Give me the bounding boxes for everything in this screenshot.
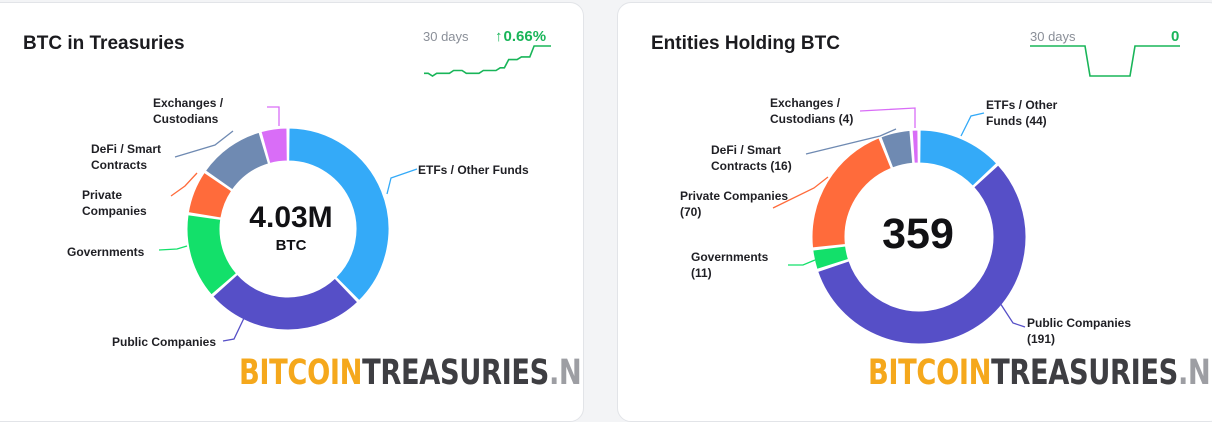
leader-line-exchanges	[859, 107, 916, 128]
btc-in-treasuries-card: BTC in Treasuries 30 days ↑0.66% ETFs / …	[0, 2, 584, 422]
slice-defi[interactable]	[204, 131, 270, 191]
slice-governments[interactable]	[812, 245, 850, 271]
holdings-donut-chart	[158, 106, 418, 342]
change-percent: 0.66%	[503, 28, 547, 45]
slice-label-exchanges[interactable]: Exchanges / Custodians (4)	[770, 96, 854, 126]
slice-private-companies[interactable]	[811, 137, 892, 249]
slice-label-etfs[interactable]: ETFs / Other Funds	[418, 163, 529, 177]
slice-public-companies[interactable]	[817, 164, 1027, 345]
center-total: 359	[882, 210, 954, 258]
change-value: ↑0.66%	[495, 28, 546, 45]
slice-label-public-companies[interactable]: Public Companies (191)	[1027, 316, 1132, 346]
leader-line-defi	[805, 128, 897, 155]
card-title: BTC in Treasuries	[23, 33, 185, 54]
slice-exchanges[interactable]	[260, 127, 288, 165]
leader-line-exchanges	[267, 106, 280, 126]
slice-etfs[interactable]	[919, 129, 998, 187]
center-total: 4.03M	[249, 201, 333, 234]
leader-line-governments	[158, 245, 188, 251]
entities-donut-chart	[772, 107, 1027, 345]
slice-defi[interactable]	[880, 129, 914, 169]
slice-label-exchanges[interactable]: Exchanges / Custodians	[153, 96, 224, 126]
sparkline	[424, 45, 551, 77]
slice-private-companies[interactable]	[187, 171, 233, 219]
slice-etfs[interactable]	[288, 127, 390, 302]
up-arrow-icon: ↑	[495, 28, 503, 45]
slice-label-governments[interactable]: Governments	[67, 245, 145, 259]
leader-line-private-companies	[772, 176, 829, 209]
card-title: Entities Holding BTC	[651, 33, 840, 54]
leader-line-private-companies	[170, 172, 198, 197]
slice-label-private-companies[interactable]: Private Companies	[82, 188, 147, 218]
watermark-logo: BITCOINTREASURIES.NET	[239, 353, 583, 393]
leader-line-public-companies	[999, 302, 1026, 328]
slice-label-defi[interactable]: DeFi / Smart Contracts (16)	[711, 143, 792, 173]
sparkline-chart	[1030, 45, 1180, 77]
slice-exchanges[interactable]	[911, 129, 919, 164]
change-value: 0	[1171, 28, 1180, 45]
center-unit: BTC	[275, 237, 307, 254]
leader-line-public-companies	[222, 315, 246, 342]
leader-line-defi	[174, 130, 234, 158]
leader-line-etfs	[386, 168, 418, 195]
sparkline	[1030, 45, 1180, 77]
watermark-logo: BITCOINTREASURIES.NET	[868, 353, 1212, 393]
entities-holding-btc-card: Entities Holding BTC 30 days 0 ETFs / Ot…	[617, 2, 1212, 422]
slice-label-private-companies[interactable]: Private Companies (70)	[680, 189, 789, 219]
slice-public-companies[interactable]	[212, 273, 359, 331]
slice-label-governments[interactable]: Governments (11)	[691, 250, 769, 280]
slice-label-etfs[interactable]: ETFs / Other Funds (44)	[986, 98, 1058, 128]
period-label[interactable]: 30 days	[1030, 29, 1076, 44]
period-label[interactable]: 30 days	[423, 29, 469, 44]
slice-governments[interactable]	[186, 214, 238, 296]
slice-label-defi[interactable]: DeFi / Smart Contracts	[91, 142, 162, 172]
slice-label-public-companies[interactable]: Public Companies	[112, 335, 217, 349]
leader-line-etfs	[960, 112, 985, 137]
sparkline-chart	[424, 45, 551, 77]
leader-line-governments	[788, 259, 816, 266]
